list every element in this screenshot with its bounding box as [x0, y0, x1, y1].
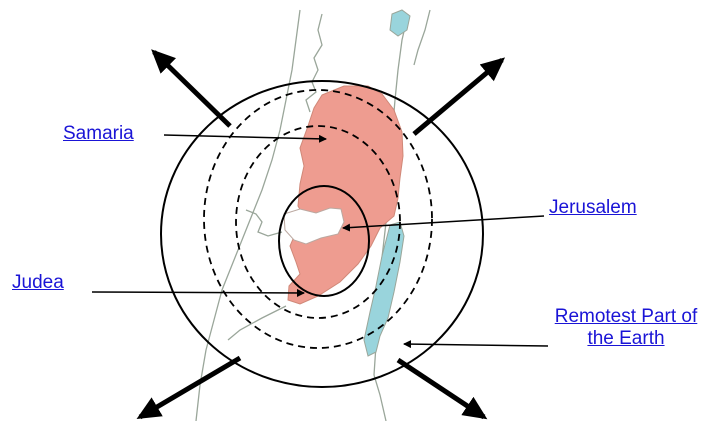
remotest-label-line1: Remotest Part of — [554, 306, 698, 327]
judea-label[interactable]: Judea — [12, 272, 64, 293]
jerusalem-area — [283, 207, 345, 245]
remotest-label-line2: the Earth — [587, 328, 665, 349]
dashed-circle-outer — [203, 89, 433, 349]
samaria-pointer — [163, 134, 327, 143]
coastline — [195, 9, 301, 421]
jerusalem-label[interactable]: Jerusalem — [549, 197, 637, 218]
arrow-up-left — [151, 49, 232, 128]
judea-pointer — [91, 288, 305, 297]
eastern-border — [413, 9, 431, 66]
arrow-up-right — [412, 57, 506, 136]
samaria-label[interactable]: Samaria — [63, 123, 134, 144]
inner-border — [245, 209, 283, 237]
arrow-down-right — [396, 357, 488, 420]
outer-circle — [160, 80, 484, 388]
label-pointers — [91, 134, 549, 349]
southern-border-2 — [373, 374, 387, 421]
outward-arrows — [136, 49, 506, 420]
jerusalem-pointer — [342, 215, 545, 232]
arrow-down-left — [136, 355, 242, 420]
concentric-circles — [160, 80, 484, 388]
remotest-part-label[interactable]: Remotest Part of the Earth — [540, 306, 712, 350]
inner-circle — [278, 185, 370, 297]
sea-of-galilee — [389, 9, 411, 37]
southern-border — [227, 305, 287, 341]
dashed-circle-inner — [235, 125, 401, 319]
northern-border — [305, 13, 323, 113]
west-bank-region — [287, 85, 404, 305]
remotest-pointer — [403, 340, 549, 349]
